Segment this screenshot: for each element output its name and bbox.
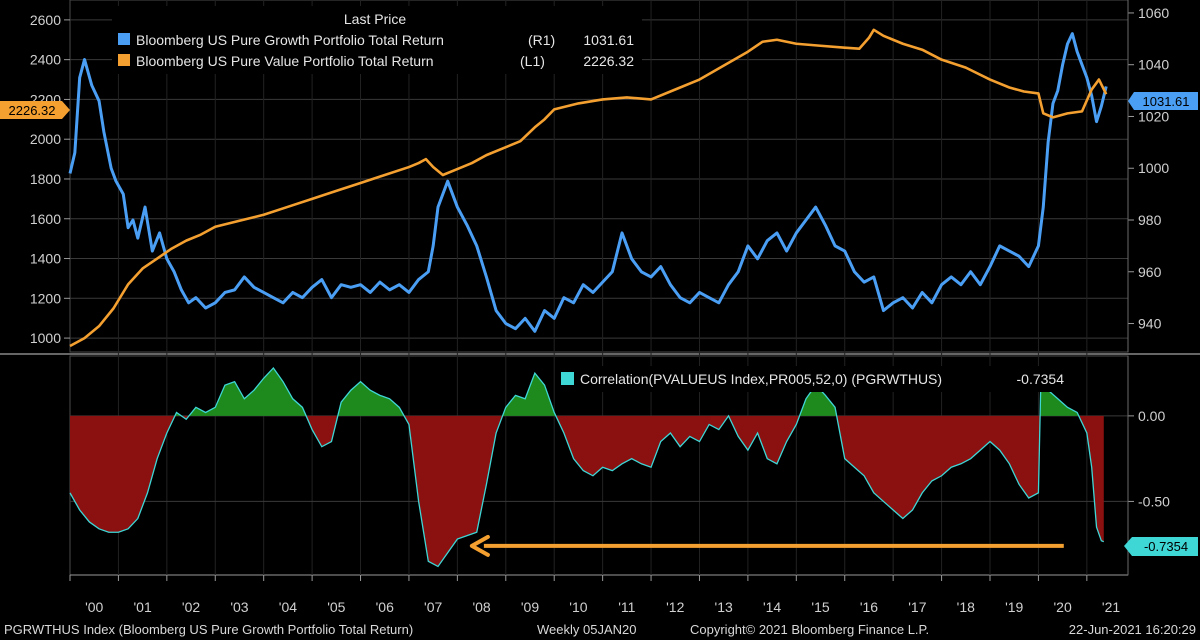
x-tick-label: '16: [860, 599, 878, 615]
top-legend-background: [112, 6, 642, 74]
growth-last-tag: [1128, 92, 1198, 110]
growth-series-line: [68, 32, 1108, 333]
x-tick-label: '06: [376, 599, 394, 615]
left-tick-label: 2000: [30, 131, 61, 147]
footer-frequency: Weekly 05JAN20: [537, 622, 636, 637]
right-tick-label: 1060: [1138, 5, 1169, 21]
x-tick-label: '12: [666, 599, 684, 615]
x-tick-label: '14: [763, 599, 781, 615]
x-axis-ticks: '00 '01 '02 '03 '04 '05 '06 '07 '08 '09 '10 '11 '12 '…: [69, 575, 1120, 615]
correlation-legend-value: -0.7354: [1017, 371, 1065, 387]
footer-ticker: PGRWTHUS Index (Bloomberg US Pure Growth…: [4, 622, 413, 637]
x-tick-label: '00: [85, 599, 103, 615]
x-tick-label: '07: [424, 599, 442, 615]
x-tick-label: '11: [618, 599, 635, 615]
value-legend-value: 2226.32: [583, 53, 634, 69]
left-tick-label: 1200: [30, 290, 61, 306]
chart-title: Last Price: [344, 11, 406, 27]
right-tick-label: 1020: [1138, 108, 1169, 124]
right-tick-label: 940: [1138, 316, 1162, 332]
price-series-lines: [68, 28, 1108, 348]
x-tick-label: '17: [908, 599, 926, 615]
right-tick-label: 1040: [1138, 57, 1169, 73]
right-tick-label: 980: [1138, 212, 1162, 228]
value-series-line: [69, 28, 1108, 348]
footer-timestamp: 22-Jun-2021 16:20:29: [1069, 622, 1196, 637]
right-axis-ticks: 940 960 980 1000 1020 1040 1060: [1127, 0, 1169, 352]
value-legend-label: Bloomberg US Pure Value Portfolio Total …: [136, 53, 434, 69]
correlation-area: [69, 366, 1105, 568]
left-tick-label: 2600: [30, 12, 61, 28]
correlation-tick-label: -0.50: [1138, 493, 1170, 509]
left-tick-label: 1800: [30, 171, 61, 187]
correlation-legend-label: Correlation(PVALUEUS Index,PR005,52,0) (…: [580, 371, 942, 387]
left-tick-label: 1400: [30, 251, 61, 267]
correlation-axis-ticks: 0.00 -0.50: [1127, 356, 1170, 575]
right-tick-label: 960: [1138, 264, 1162, 280]
x-tick-label: '01: [134, 599, 152, 615]
x-tick-label: '19: [1005, 599, 1023, 615]
growth-legend-swatch: [118, 33, 130, 45]
growth-legend-value: 1031.61: [583, 32, 634, 48]
growth-last-tag-label: 1031.61: [1143, 94, 1190, 109]
correlation-positive-fill: [70, 367, 1104, 416]
x-tick-label: '18: [957, 599, 975, 615]
value-last-tag-label: 2226.32: [9, 103, 56, 118]
correlation-negative-fill: [70, 415, 1104, 567]
x-tick-label: '21: [1102, 599, 1120, 615]
x-tick-label: '08: [472, 599, 490, 615]
x-tick-label: '05: [327, 599, 345, 615]
x-tick-label: '10: [569, 599, 587, 615]
x-tick-label: '15: [811, 599, 829, 615]
correlation-legend-swatch: [561, 372, 574, 385]
footer-copyright: Copyright© 2021 Bloomberg Finance L.P.: [690, 622, 929, 637]
last-value-tags: 2226.32 1031.61 -0.7354: [0, 92, 1198, 556]
arrow-head: [469, 534, 490, 557]
right-tick-label: 1000: [1138, 160, 1169, 176]
x-tick-label: '13: [715, 599, 733, 615]
orange-arrow-annotation: [469, 534, 1064, 557]
growth-legend-label: Bloomberg US Pure Growth Portfolio Total…: [136, 32, 444, 48]
x-tick-label: '20: [1054, 599, 1072, 615]
left-tick-label: 1600: [30, 211, 61, 227]
left-tick-label: 2400: [30, 52, 61, 68]
left-tick-label: 1000: [30, 330, 61, 346]
correlation-legend: Correlation(PVALUEUS Index,PR005,52,0) (…: [555, 366, 1070, 392]
footer: PGRWTHUS Index (Bloomberg US Pure Growth…: [4, 622, 1196, 637]
value-legend-axis-code: (L1): [520, 53, 545, 69]
correlation-last-tag-label: -0.7354: [1144, 539, 1188, 554]
x-tick-label: '04: [279, 599, 297, 615]
correlation-line: [69, 366, 1105, 568]
top-legend: Last Price Bloomberg US Pure Growth Port…: [112, 6, 642, 74]
growth-legend-axis-code: (R1): [528, 32, 555, 48]
correlation-legend-background: [555, 366, 1070, 392]
value-legend-swatch: [118, 54, 130, 66]
x-tick-label: '09: [521, 599, 539, 615]
x-tick-label: '02: [182, 599, 200, 615]
x-tick-label: '03: [230, 599, 248, 615]
correlation-last-tag: [1124, 537, 1198, 556]
correlation-tick-label: 0.00: [1138, 408, 1165, 424]
value-last-tag: [0, 101, 70, 119]
